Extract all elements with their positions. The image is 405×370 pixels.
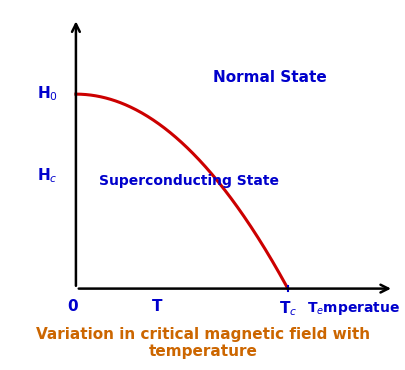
Text: T: T (151, 299, 162, 314)
Text: 0: 0 (67, 299, 77, 314)
Text: T$_c$: T$_c$ (278, 299, 296, 318)
Text: H$_0$: H$_0$ (37, 85, 58, 104)
Text: Normal State: Normal State (213, 70, 326, 85)
Text: T$_e$mperatue (K): T$_e$mperatue (K) (307, 299, 405, 317)
Text: Variation in critical magnetic field with
temperature: Variation in critical magnetic field wit… (36, 326, 369, 359)
Text: H$_c$: H$_c$ (37, 166, 58, 185)
Text: Superconducting State: Superconducting State (99, 174, 278, 188)
